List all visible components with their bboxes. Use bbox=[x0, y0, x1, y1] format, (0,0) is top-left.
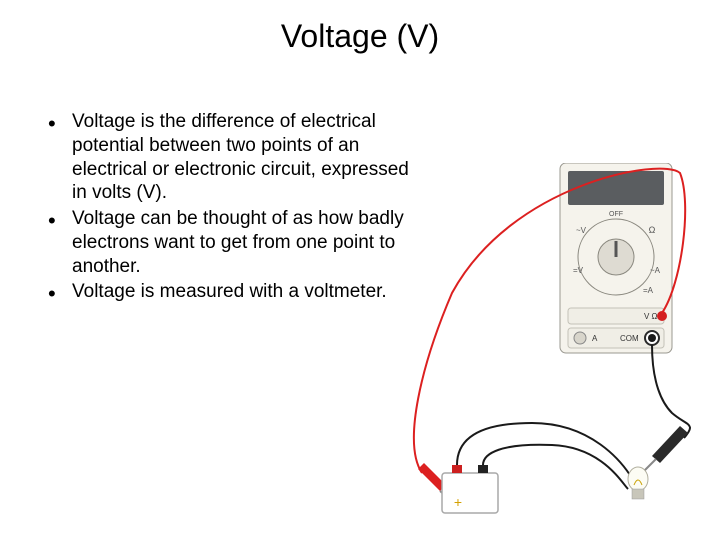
jack-a-icon bbox=[574, 332, 586, 344]
jack-a-label: A bbox=[592, 334, 598, 343]
battery-terminal-neg bbox=[478, 465, 488, 473]
voltmeter-diagram: OFF ~V Ω ~A =A =V V Ω A COM + bbox=[412, 163, 712, 523]
dial-label-off: OFF bbox=[609, 211, 623, 218]
content-area: Voltage is the difference of electrical … bbox=[42, 110, 422, 306]
black-lead-wire bbox=[652, 345, 690, 438]
battery-plus-label: + bbox=[454, 494, 462, 510]
bullet-item: Voltage is measured with a voltmeter. bbox=[42, 280, 422, 304]
page-title: Voltage (V) bbox=[0, 18, 720, 55]
black-probe-tip bbox=[644, 459, 656, 471]
bullet-item: Voltage is the difference of electrical … bbox=[42, 110, 422, 205]
jack-vohm-label: V Ω bbox=[644, 312, 658, 321]
jack-com-label: COM bbox=[620, 334, 639, 343]
dial-label-ohm: Ω bbox=[649, 225, 656, 235]
battery-terminal-pos bbox=[452, 465, 462, 473]
dial-label-aac: ~A bbox=[650, 266, 661, 275]
dial-label-adc: =A bbox=[643, 286, 654, 295]
circuit-wire-2 bbox=[483, 445, 628, 489]
black-probe-body bbox=[652, 426, 688, 463]
bulb-glass bbox=[628, 467, 648, 491]
bullet-item: Voltage can be thought of as how badly e… bbox=[42, 207, 422, 278]
dial-label-vdc: =V bbox=[573, 266, 584, 275]
jack-com-plug bbox=[648, 334, 656, 342]
meter-display bbox=[568, 171, 664, 205]
dial-label-vac: ~V bbox=[576, 226, 587, 235]
battery-body bbox=[442, 473, 498, 513]
bullet-list: Voltage is the difference of electrical … bbox=[42, 110, 422, 304]
bulb-base bbox=[632, 489, 644, 499]
